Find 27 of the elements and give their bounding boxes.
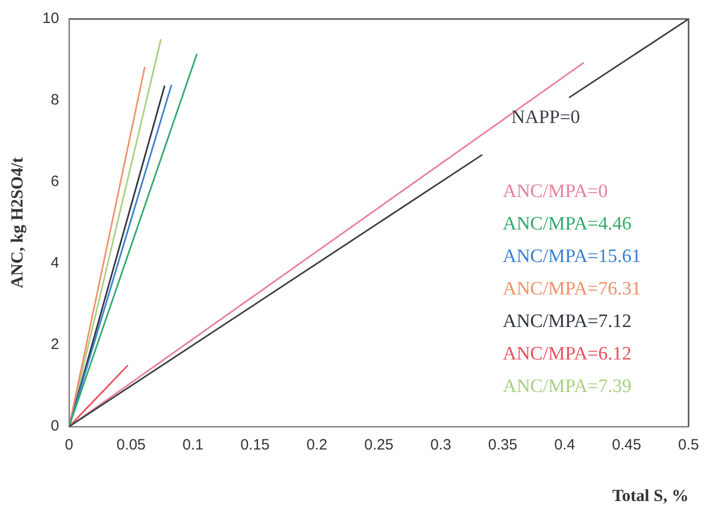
y-tick-label: 8 xyxy=(50,92,60,109)
y-tick-label: 10 xyxy=(42,10,60,28)
x-tick-label: 0.3 xyxy=(430,436,452,454)
x-tick-label: 0.25 xyxy=(364,436,394,454)
x-tick-label: 0.4 xyxy=(554,436,576,454)
text: ANC/MPA=6.12 xyxy=(502,344,632,365)
x-tick-label: 0.45 xyxy=(612,436,642,454)
x-tick-label: 0.35 xyxy=(488,436,518,454)
text: ANC/MPA=7.39 xyxy=(502,376,632,398)
x-tick-label: 0.1 xyxy=(182,436,204,454)
x-tick-label: 0.2 xyxy=(306,436,328,454)
y-axis-title: ANC, kg H2SO4/t xyxy=(8,157,27,288)
text: ANC/MPA=15.61 xyxy=(502,246,642,268)
y-tick-label: 4 xyxy=(50,254,60,272)
text: ANC/MPA=7.12 xyxy=(502,311,632,332)
x-axis-title: Total S, % xyxy=(612,486,689,506)
y-tick-label: 2 xyxy=(50,336,60,354)
x-tick-label: 0.15 xyxy=(240,436,270,454)
y-tick-label: 6 xyxy=(50,173,60,190)
x-tick-label: 0.5 xyxy=(678,436,700,454)
x-tick-label: 0.05 xyxy=(116,436,146,454)
y-tick-label: 0 xyxy=(50,418,60,435)
x-tick-label: 0 xyxy=(64,436,74,454)
text: ANC/MPA=4.46 xyxy=(502,214,632,235)
series-label: NAPP=0 xyxy=(511,107,580,128)
text: ANC/MPA=0 xyxy=(502,181,608,202)
text: ANC/MPA=76.31 xyxy=(502,278,642,300)
